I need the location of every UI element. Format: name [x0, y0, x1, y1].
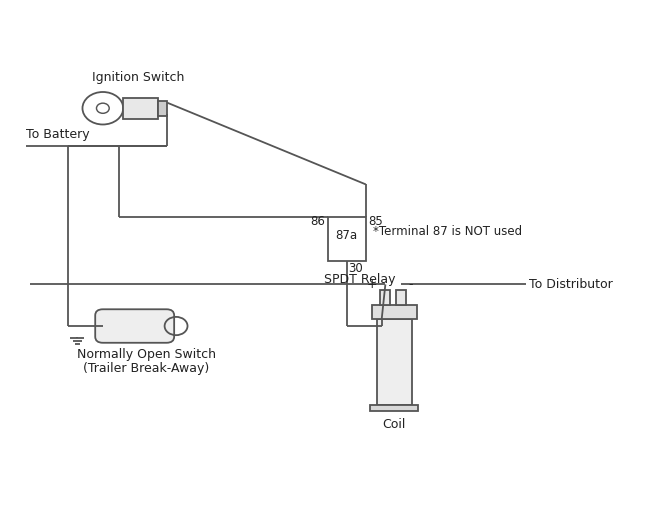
Text: -: - [409, 278, 413, 291]
Bar [377, 319, 412, 405]
Text: To Distributor: To Distributor [530, 278, 613, 291]
Bar [370, 405, 418, 411]
Bar [158, 101, 167, 116]
FancyBboxPatch shape [95, 309, 174, 343]
Bar [396, 291, 406, 305]
Text: 86: 86 [310, 215, 325, 228]
Text: +: + [367, 278, 378, 291]
Text: Coil: Coil [382, 418, 406, 431]
Text: Ignition Switch: Ignition Switch [92, 71, 184, 84]
Text: SPDT Relay: SPDT Relay [324, 273, 396, 286]
Text: To Battery: To Battery [26, 128, 90, 141]
Bar [381, 291, 390, 305]
Bar [372, 305, 417, 319]
Text: (Trailer Break-Away): (Trailer Break-Away) [83, 362, 209, 375]
Text: *Terminal 87 is NOT used: *Terminal 87 is NOT used [373, 225, 522, 238]
Text: 85: 85 [368, 215, 383, 228]
Text: 30: 30 [348, 262, 363, 275]
Bar [123, 98, 158, 119]
Text: Normally Open Switch: Normally Open Switch [77, 348, 215, 361]
Text: 87a: 87a [335, 229, 358, 242]
Bar [328, 217, 366, 261]
